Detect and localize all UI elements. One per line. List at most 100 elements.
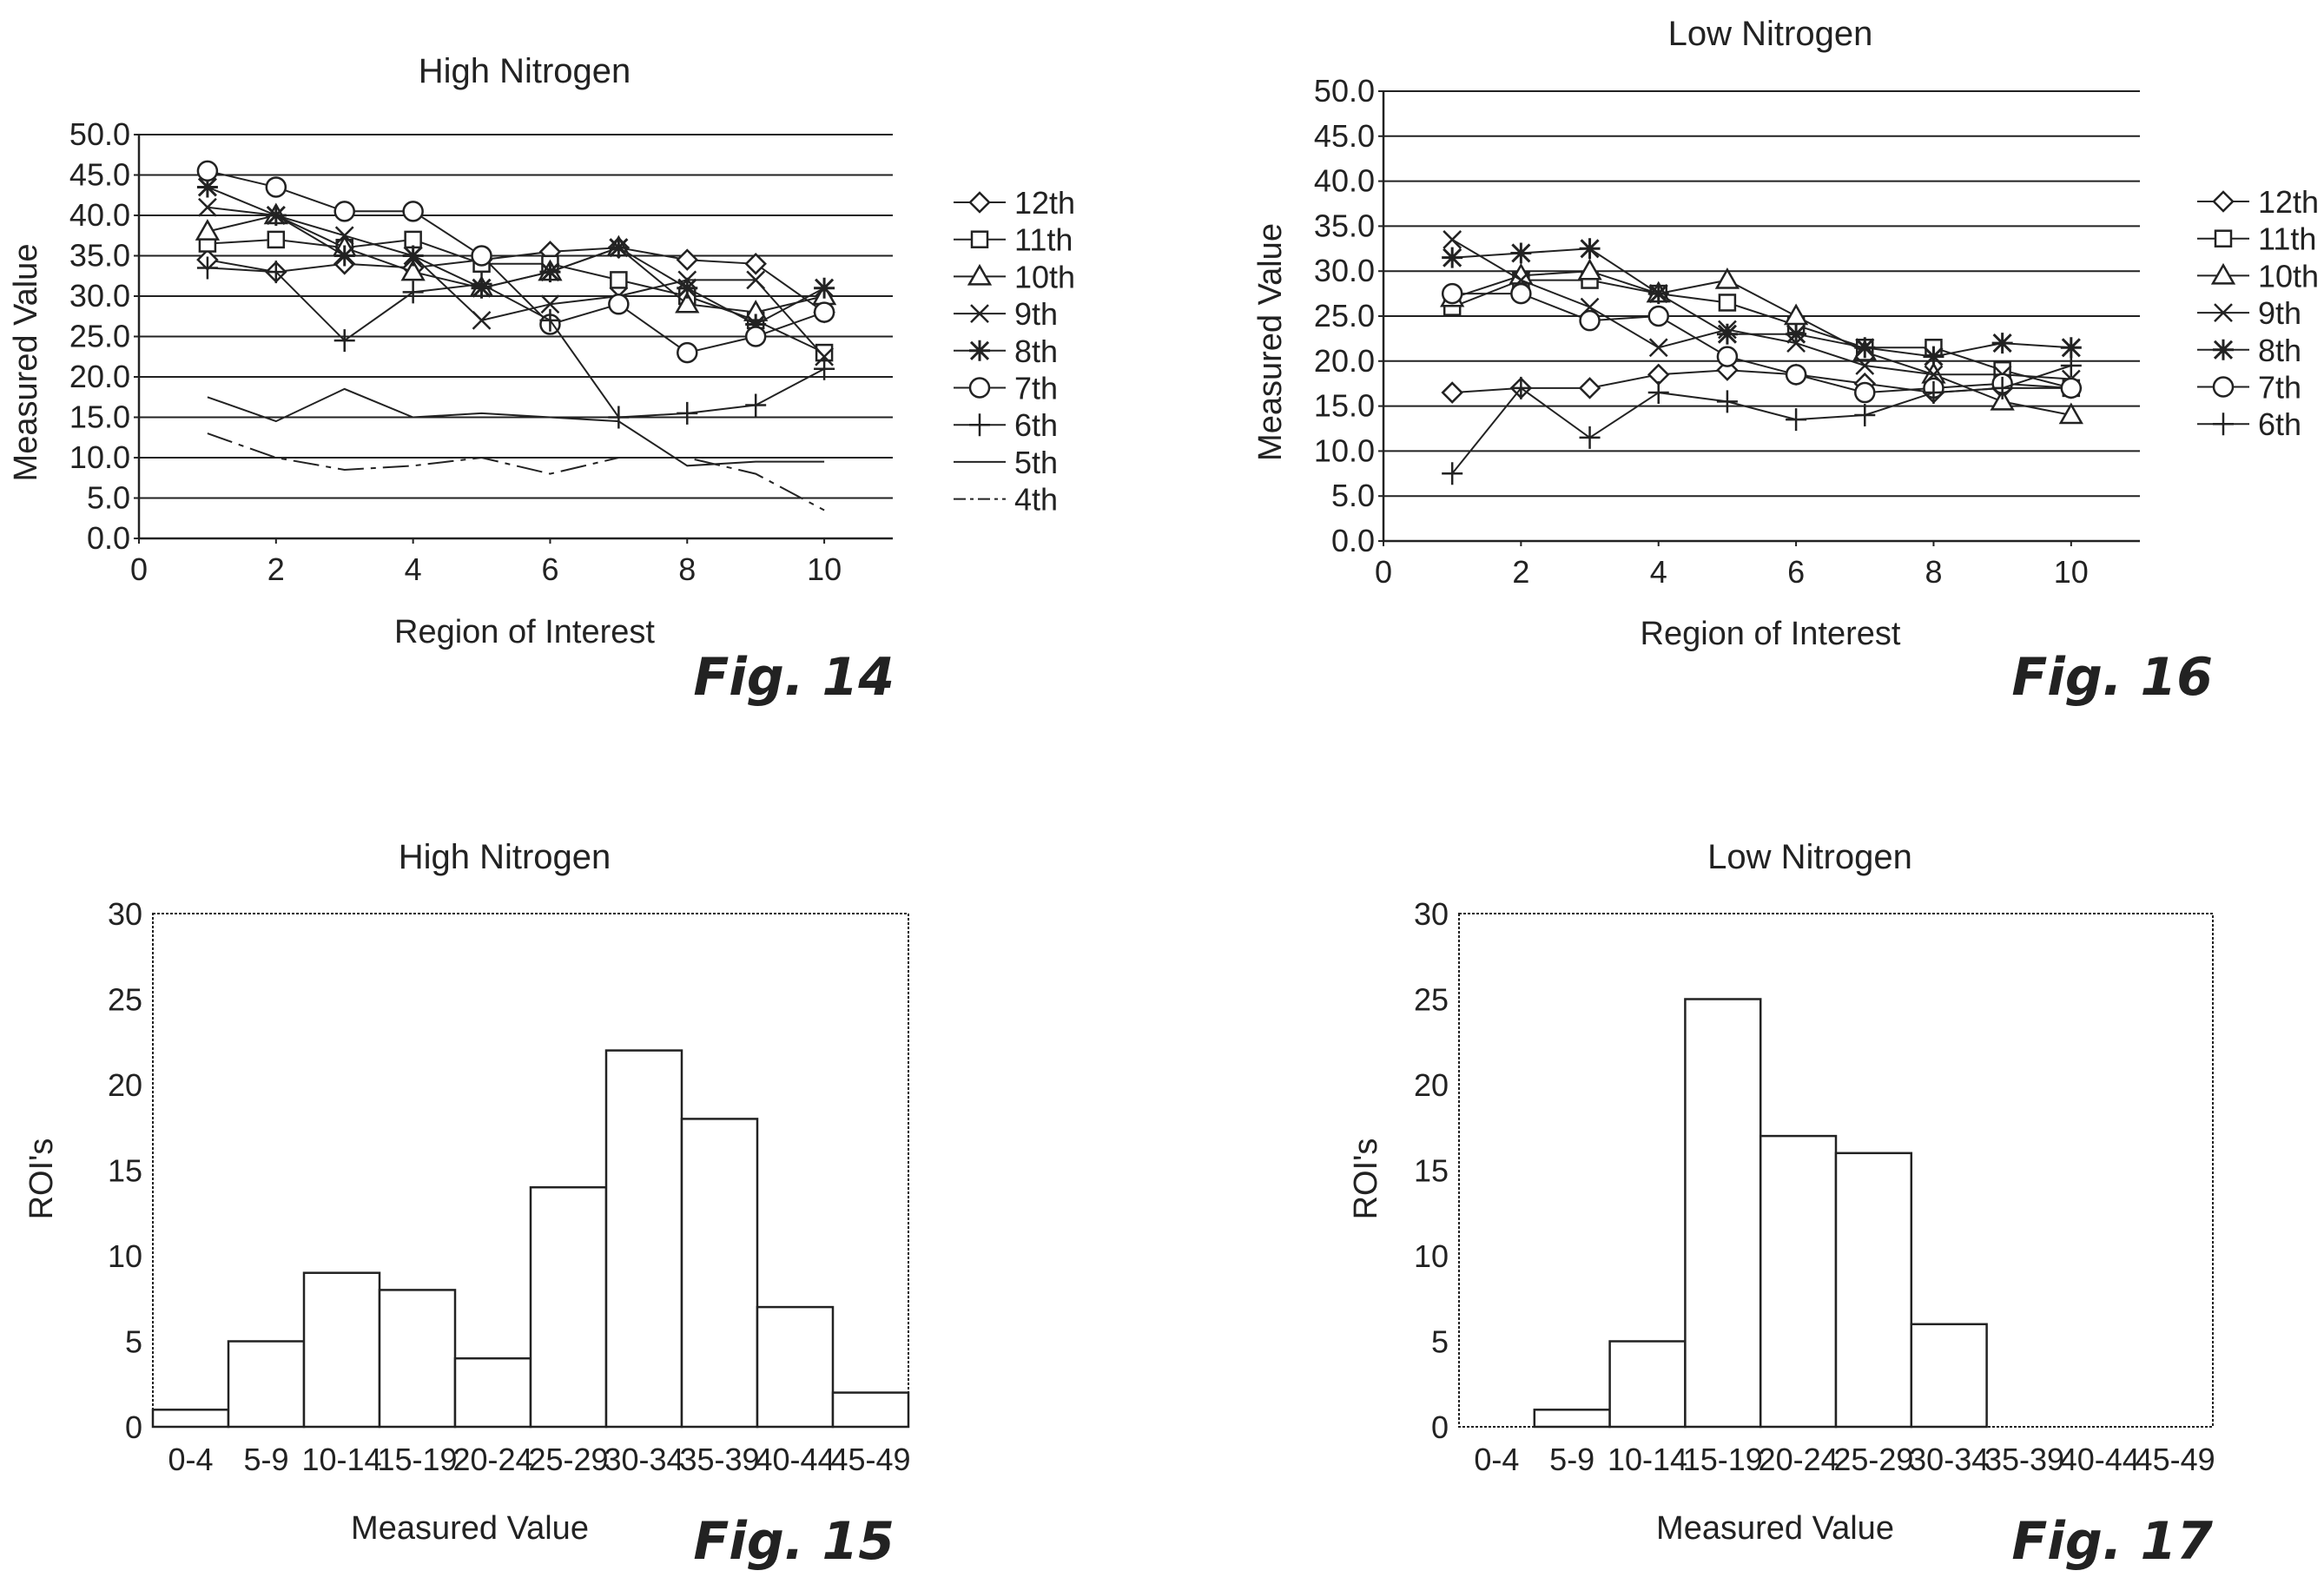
fig16-series-6th-point — [1510, 376, 1532, 399]
fig15-y-tick-label: 30 — [108, 896, 142, 932]
fig14-x-tick-label: 10 — [807, 551, 842, 587]
fig17-y-tick-label: 0 — [1431, 1409, 1449, 1445]
fig14-series-6th-point — [471, 273, 492, 296]
fig15-bar-30-34 — [604, 1049, 683, 1429]
fig16-series-8th-point — [1510, 242, 1532, 264]
fig14-legend-marker — [968, 377, 991, 399]
fig14-series-6th-point — [814, 357, 835, 380]
fig17-category-label: 0-4 — [1474, 1442, 1519, 1477]
fig16-legend-marker — [2212, 190, 2235, 213]
fig14-series-9th-point — [815, 346, 834, 366]
fig16-legend-marker — [2212, 376, 2235, 398]
fig17-y-tick-label: 15 — [1414, 1153, 1449, 1189]
fig14-legend-label: 8th — [1014, 333, 1058, 369]
fig17-bar-15-19 — [1684, 998, 1762, 1429]
fig16-legend-entry-6th: 6th — [2197, 406, 2301, 442]
fig14-legend-entry-9th: 9th — [954, 296, 1058, 332]
fig15-category-label: 15-19 — [377, 1442, 457, 1477]
fig15-chart: 0 5 10 15 20 25 30 0-4 5-9 10-1415-1920-2425-2930… — [23, 838, 911, 1572]
fig14-legend-label: 10th — [1014, 259, 1075, 294]
fig14-legend-marker — [967, 263, 993, 286]
fig17-category-label: 35-39 — [1984, 1442, 2064, 1477]
fig16-legend-entry-10th: 10th — [2197, 258, 2319, 294]
fig14-series-5th-line — [207, 387, 825, 467]
fig16-y-tick-label: 30.0 — [1314, 253, 1375, 288]
fig16-legend-entry-11th: 11th — [2197, 221, 2316, 257]
fig14-series-6th-line — [207, 267, 825, 419]
fig17-y-axis-label: ROI's — [1348, 1138, 1384, 1220]
fig16-series-7th-point — [1647, 305, 1669, 327]
fig14-y-tick-label: 15.0 — [69, 399, 130, 435]
fig14-y-tick-label: 25.0 — [69, 319, 130, 354]
fig17-y-tick-label: 30 — [1414, 896, 1449, 932]
fig16-series-7th-point — [2060, 377, 2083, 399]
fig17-category-label: 5-9 — [1549, 1442, 1594, 1477]
fig16-series-8th-point — [1923, 346, 1944, 367]
fig16-series-7th-point — [1510, 282, 1532, 305]
fig14-series-8th-point — [196, 176, 218, 198]
fig16-legend-marker — [2214, 229, 2233, 248]
fig15-bar-20-24 — [453, 1356, 532, 1429]
fig14-legend-entry-10th: 10th — [954, 259, 1075, 294]
fig16-series-8th-point — [1579, 238, 1601, 260]
fig14-series-8th-point — [608, 237, 630, 259]
fig14-series-7th-point — [813, 301, 835, 323]
fig17-y-tick-label: 10 — [1414, 1238, 1449, 1274]
fig14-series-6th-point — [539, 308, 561, 332]
fig15-title: High Nitrogen — [399, 838, 611, 876]
fig14-series-8th-point — [539, 261, 561, 283]
fig16-x-tick-label: 2 — [1512, 554, 1529, 590]
fig15-y-tick-label: 0 — [125, 1409, 142, 1445]
fig14-legend-entry-7th: 7th — [954, 371, 1058, 406]
fig14-series-7th-point — [677, 341, 698, 364]
fig15-bar-40-44 — [756, 1305, 835, 1429]
fig16-series-6th-point — [1854, 403, 1876, 426]
fig14-chart: 0.0 5.0 10.0 15.0 20.0 25.0 30.0 35.0 40.0 45.0 50… — [8, 52, 1075, 708]
fig14-legend-label: 5th — [1014, 445, 1058, 480]
fig15-y-tick-label: 15 — [108, 1153, 142, 1189]
fig14-series-11th-point — [610, 271, 628, 289]
fig15-category-label: 25-29 — [528, 1442, 608, 1477]
fig16-series-8th-point — [2060, 337, 2082, 359]
fig14-legend-marker — [969, 413, 990, 437]
fig14-legend-entry-5th: 5th — [954, 445, 1058, 480]
fig16-series-7th-point — [1854, 381, 1876, 404]
fig16-legend-label: 10th — [2258, 258, 2319, 294]
fig14-series-7th-point — [471, 245, 492, 267]
fig14-series-8th-point — [745, 314, 767, 335]
fig16-y-tick-label: 15.0 — [1314, 388, 1375, 424]
fig17-category-label: 15-19 — [1683, 1442, 1763, 1477]
fig16-x-tick-label: 6 — [1787, 554, 1805, 590]
fig14-figure-label: Fig. 14 — [693, 647, 895, 708]
fig16-x-tick-label: 8 — [1925, 554, 1942, 590]
fig14-legend-marker — [970, 230, 989, 248]
fig16-y-tick-label: 0.0 — [1331, 523, 1375, 558]
fig14-series-4th-line — [207, 432, 825, 512]
fig14-series-8th-point — [402, 245, 424, 267]
fig14-y-tick-label: 30.0 — [69, 278, 130, 314]
fig16-series-8th-point — [1647, 283, 1669, 305]
fig17-category-label: 30-34 — [1909, 1442, 1989, 1477]
fig16-series-11th-point — [1718, 294, 1737, 312]
fig14-series-7th-point — [265, 176, 287, 198]
fig14-y-tick-label: 40.0 — [69, 197, 130, 233]
fig14-series-12th-point — [744, 253, 767, 275]
fig16-legend-label: 7th — [2258, 370, 2301, 406]
fig16-legend-entry-9th: 9th — [2197, 295, 2301, 331]
fig14-x-tick-label: 4 — [405, 551, 422, 587]
fig15-category-label: 0-4 — [168, 1442, 213, 1477]
fig14-legend-entry-6th: 6th — [954, 407, 1058, 443]
fig14-series-9th-point — [540, 294, 560, 314]
fig17-bar-5-9 — [1533, 1409, 1611, 1429]
fig16-legend-marker — [2213, 412, 2234, 436]
fig14-series-10th-point — [400, 259, 426, 281]
fig14-y-tick-label: 45.0 — [69, 157, 130, 193]
fig14-legend-label: 11th — [1014, 222, 1073, 258]
fig17-chart: 0 5 10 15 20 25 30 0-4 5-9 10-1415-1920-2425-2930… — [1348, 838, 2215, 1572]
fig16-series-12th — [1441, 359, 2083, 404]
fig16-series-10th-point — [1577, 258, 1602, 280]
fig16-series-9th-point — [1855, 356, 1875, 375]
fig16-series-6th-point — [1579, 426, 1601, 449]
fig15-y-tick-label: 20 — [108, 1067, 142, 1103]
